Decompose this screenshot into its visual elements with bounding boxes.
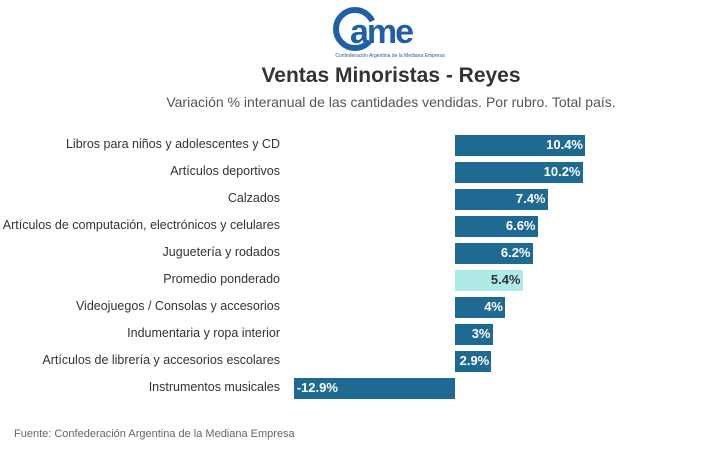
- data-label: 4%: [484, 299, 503, 314]
- category-label: Calzados: [227, 191, 280, 205]
- svg-text:ame: ame: [350, 13, 413, 51]
- logo-tagline: Confederación Argentina de la Mediana Em…: [335, 53, 445, 59]
- category-label: Artículos deportivos: [170, 164, 280, 178]
- category-label: Juguetería y rodados: [162, 245, 280, 259]
- bar: [455, 161, 583, 183]
- bar: [293, 377, 455, 399]
- data-label: 6.2%: [500, 245, 531, 260]
- bar: [455, 323, 493, 345]
- category-label: Instrumentos musicales: [148, 380, 280, 394]
- category-label: Artículos de librería y accesorios escol…: [42, 353, 280, 367]
- bar: [455, 134, 585, 156]
- category-label: Libros para niños y adolescentes y CD: [65, 137, 280, 151]
- data-label: 10.2%: [543, 164, 581, 179]
- category-label: Artículos de computación, electrónicos y…: [2, 218, 280, 232]
- bar: [455, 215, 538, 237]
- bar: [455, 350, 492, 372]
- category-label: Indumentaria y ropa interior: [127, 326, 280, 340]
- category-label: Videojuegos / Consolas y accesorios: [75, 299, 280, 313]
- came-logo: ame Confederación Argentina de la Median…: [333, 6, 447, 62]
- chart-subtitle: Variación % interanual de las cantidades…: [166, 94, 616, 110]
- bar-highlight: [455, 269, 523, 291]
- chart-title: Ventas Minoristas - Reyes: [261, 64, 521, 87]
- bar: [455, 296, 505, 318]
- data-label: -12.9%: [296, 380, 338, 395]
- data-label: 10.4%: [546, 137, 583, 152]
- came-logo-mark: ame: [333, 6, 415, 52]
- data-label: 3%: [471, 326, 491, 341]
- bar: [455, 242, 533, 264]
- category-label: Promedio ponderado: [163, 272, 280, 286]
- bar: [455, 188, 548, 210]
- data-label: 6.6%: [505, 218, 536, 233]
- data-label: 5.4%: [490, 272, 521, 287]
- data-label: 2.9%: [459, 353, 490, 368]
- data-label: 7.4%: [515, 191, 546, 206]
- source-note: Fuente: Confederación Argentina de la Me…: [14, 428, 295, 440]
